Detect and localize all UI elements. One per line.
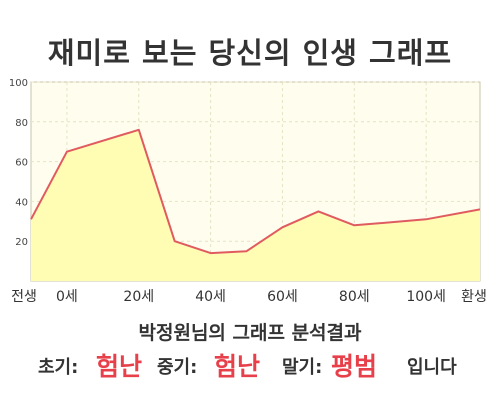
page-title: 재미로 보는 당신의 인생 그래프: [47, 36, 453, 70]
x-tick-label-6: 100세: [406, 289, 446, 305]
x-tick-label-1: 0세: [56, 289, 78, 305]
y-tick-label-2: 60: [15, 158, 28, 169]
y-tick-label-1: 40: [15, 197, 28, 208]
x-tick-label-5: 80세: [339, 289, 370, 305]
result-heading: 박정원님의 그래프 분석결과: [138, 322, 362, 344]
y-tick-label-0: 20: [15, 237, 28, 248]
early-label: 초기:: [38, 357, 79, 378]
x-tick-label-7: 환생: [461, 289, 487, 305]
y-tick-label-3: 80: [15, 118, 28, 129]
late-label: 말기:: [282, 357, 323, 378]
late-value: 평범: [331, 352, 378, 381]
x-tick-label-3: 40세: [195, 289, 226, 305]
middle-value: 험난: [214, 352, 261, 381]
life-area-fill: [31, 129, 480, 281]
y-tick-label-4: 100: [9, 78, 28, 89]
x-tick-label-2: 20세: [123, 289, 154, 305]
life-graph-chart: 20 40 60 80 100 전생 0세 20세 40세 60세 80세 100세 환생: [9, 78, 487, 305]
y-axis-ticks: 20 40 60 80 100: [9, 78, 28, 248]
x-axis-ticks: 전생 0세 20세 40세 60세 80세 100세 환생: [11, 289, 487, 305]
x-tick-label-0: 전생: [11, 289, 37, 305]
middle-label: 중기:: [157, 357, 198, 378]
life-line: [30, 128, 481, 255]
early-value: 험난: [96, 352, 143, 381]
x-tick-label-4: 60세: [267, 289, 298, 305]
result-ending: 입니다: [407, 357, 457, 378]
